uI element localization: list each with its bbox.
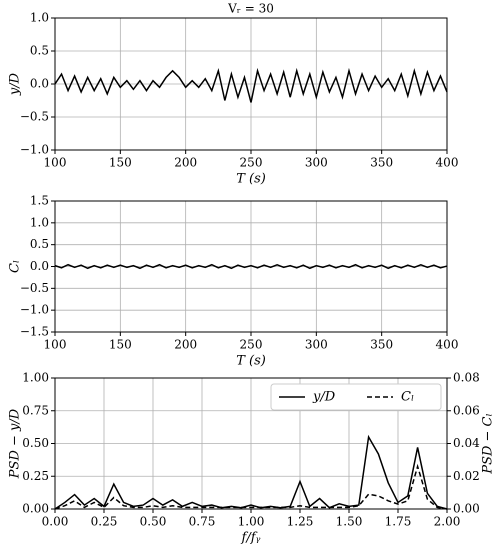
x-axis-label: T (s) bbox=[236, 354, 266, 369]
x-tick-label: 1.75 bbox=[385, 515, 412, 529]
x-tick-label: 200 bbox=[174, 156, 197, 170]
data-line bbox=[54, 67, 448, 103]
y-tick-label: 1.0 bbox=[30, 215, 49, 229]
x-tick-label: 1.25 bbox=[287, 515, 314, 529]
x-tick-label: 0.50 bbox=[140, 515, 167, 529]
legend-label: Cₗ bbox=[401, 390, 414, 405]
y-tick-label: 0.00 bbox=[22, 502, 49, 516]
y2-tick-label: 0.00 bbox=[453, 502, 480, 516]
y-tick-label: 0.0 bbox=[30, 259, 49, 273]
x-tick-label: 100 bbox=[44, 156, 67, 170]
y-tick-label: 0.5 bbox=[30, 237, 49, 251]
legend-label: y/D bbox=[312, 390, 336, 405]
data-line bbox=[54, 463, 448, 510]
x-tick-label: 300 bbox=[305, 338, 328, 352]
x-tick-label: 400 bbox=[436, 156, 459, 170]
y2-tick-label: 0.04 bbox=[453, 436, 480, 450]
x-tick-label: 0.75 bbox=[189, 515, 216, 529]
y-tick-label: 0.25 bbox=[22, 469, 49, 483]
x-tick-label: 250 bbox=[240, 338, 263, 352]
y-axis-label: Cₗ bbox=[8, 260, 23, 273]
x-tick-label: 400 bbox=[436, 338, 459, 352]
x-tick-label: 350 bbox=[370, 338, 393, 352]
plot-frame bbox=[54, 377, 448, 510]
x-tick-label: 350 bbox=[370, 156, 393, 170]
x-axis-label: f/fᵧ bbox=[241, 531, 261, 546]
x-tick-label: 250 bbox=[240, 156, 263, 170]
y-tick-label: −0.5 bbox=[20, 281, 49, 295]
x-tick-label: 2.00 bbox=[434, 515, 461, 529]
y-tick-label: 1.00 bbox=[22, 371, 49, 385]
x-tick-label: 200 bbox=[174, 338, 197, 352]
y-tick-label: −1.0 bbox=[20, 303, 49, 317]
y2-tick-label: 0.02 bbox=[453, 469, 480, 483]
y-tick-label: 0.75 bbox=[22, 403, 49, 417]
x-axis-label: T (s) bbox=[236, 172, 266, 187]
y-tick-label: 0.5 bbox=[30, 44, 49, 58]
x-tick-label: 0.00 bbox=[42, 515, 69, 529]
y-axis-label: PSD − y/D bbox=[8, 408, 23, 479]
y-tick-label: −1.5 bbox=[20, 325, 49, 339]
y-tick-label: 0.0 bbox=[30, 77, 49, 91]
legend-box bbox=[270, 383, 442, 411]
x-tick-label: 150 bbox=[109, 338, 132, 352]
x-tick-label: 1.00 bbox=[238, 515, 265, 529]
y2-axis-label: PSD − Cₗ bbox=[481, 413, 496, 474]
y-tick-label: −0.5 bbox=[20, 110, 49, 124]
x-tick-label: 100 bbox=[44, 338, 67, 352]
x-tick-label: 1.50 bbox=[336, 515, 363, 529]
x-tick-label: 300 bbox=[305, 156, 328, 170]
y-tick-label: 0.50 bbox=[22, 436, 49, 450]
y2-tick-label: 0.06 bbox=[453, 403, 480, 417]
y-axis-label: y/D bbox=[8, 72, 23, 96]
data-line bbox=[54, 263, 448, 270]
x-tick-label: 150 bbox=[109, 156, 132, 170]
x-tick-label: 0.25 bbox=[91, 515, 118, 529]
y-tick-label: 1.5 bbox=[30, 194, 49, 208]
y-tick-label: −1.0 bbox=[20, 143, 49, 157]
data-line bbox=[54, 434, 448, 510]
y2-tick-label: 0.08 bbox=[453, 371, 480, 385]
chart-title: Vᵣ = 30 bbox=[227, 2, 274, 16]
y-tick-label: 1.0 bbox=[30, 11, 49, 25]
